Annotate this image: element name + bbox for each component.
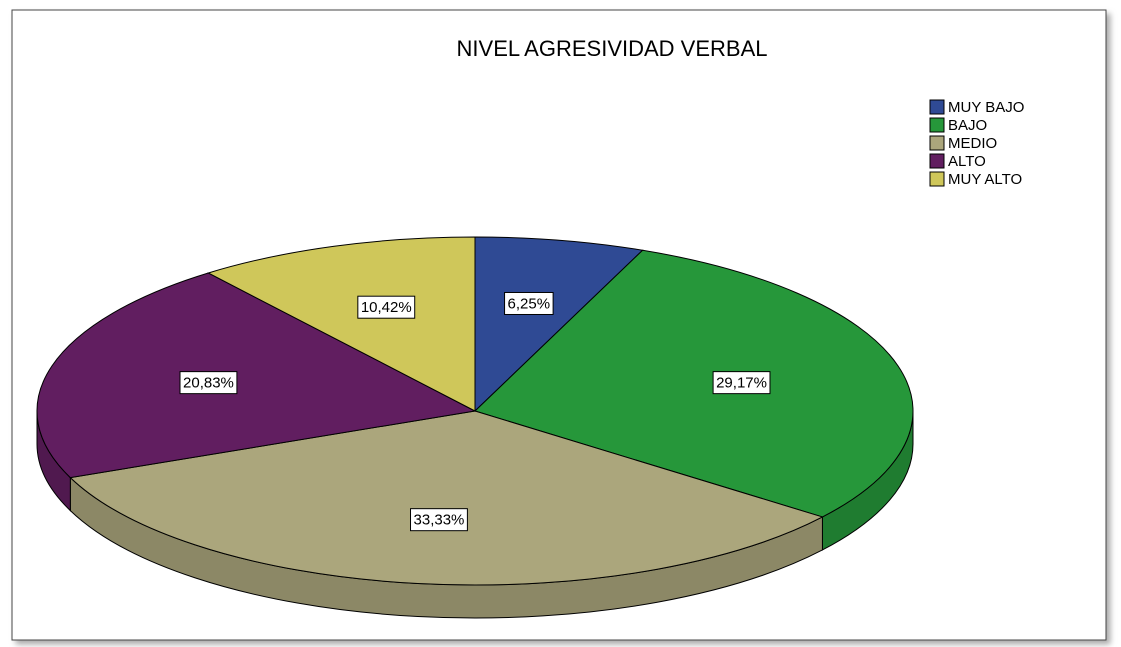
legend-swatch xyxy=(929,153,945,169)
legend-label: MUY BAJO xyxy=(948,99,1024,116)
legend-swatch xyxy=(929,99,945,115)
value-label: 29,17% xyxy=(716,375,767,392)
legend-swatch xyxy=(929,135,945,151)
legend-label: BAJO xyxy=(948,117,987,134)
value-label-box xyxy=(410,508,468,532)
value-label: 33,33% xyxy=(414,512,465,529)
slice xyxy=(69,410,824,586)
value-label-box xyxy=(357,295,416,319)
legend-label: MUY ALTO xyxy=(948,171,1022,188)
value-label-box xyxy=(712,371,771,395)
value-label: 20,83% xyxy=(183,375,234,392)
value-label-box xyxy=(504,291,554,315)
legend-swatch xyxy=(929,117,945,133)
slice xyxy=(36,272,477,479)
value-label: 10,42% xyxy=(361,299,412,316)
slice xyxy=(474,236,644,413)
slice xyxy=(474,249,914,518)
chart-title: NIVEL AGRESIVIDAD VERBAL xyxy=(457,36,768,61)
slice xyxy=(206,236,476,412)
legend-label: MEDIO xyxy=(948,135,997,152)
legend-label: ALTO xyxy=(948,153,986,170)
value-label-box xyxy=(179,371,238,395)
value-label: 6,25% xyxy=(508,295,551,312)
legend-swatch xyxy=(929,171,945,187)
